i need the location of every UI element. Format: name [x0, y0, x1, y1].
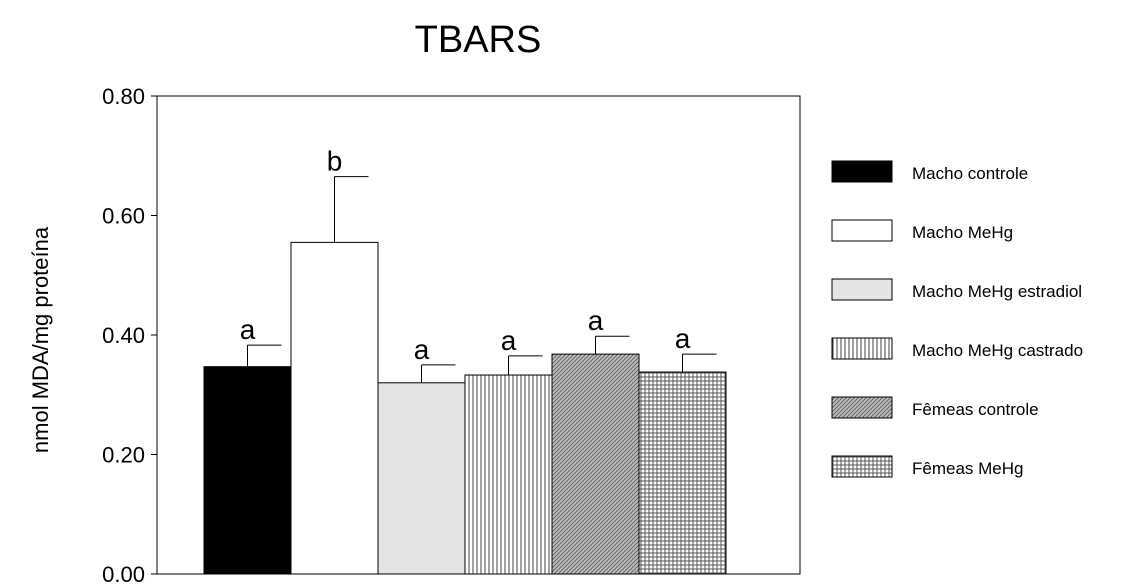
legend-swatch [831, 455, 893, 478]
y-tick-label: 0.40 [102, 323, 145, 348]
legend-swatch [831, 396, 893, 419]
legend-swatch [831, 278, 893, 301]
y-tick-label: 0.20 [102, 443, 145, 468]
y-axis-label: nmol MDA/mg proteína [28, 226, 53, 453]
legend: Macho controle Macho MeHg Macho MeHg estra… [831, 160, 1083, 478]
legend-label: Macho controle [912, 164, 1028, 183]
y-tick-label: 0.80 [102, 84, 145, 109]
significance-label: a [501, 325, 517, 356]
bar [638, 371, 727, 575]
legend-swatch [831, 160, 893, 183]
legend-label: Fêmeas MeHg [912, 459, 1023, 478]
significance-label: a [414, 334, 430, 365]
significance-label: b [327, 146, 343, 177]
bar [203, 366, 292, 575]
y-tick-label: 0.60 [102, 204, 145, 229]
significance-label: a [240, 314, 256, 345]
y-tick-label: 0.00 [102, 562, 145, 586]
bars: a b a a a a [203, 146, 727, 575]
legend-label: Macho MeHg estradiol [912, 282, 1082, 301]
bar [551, 353, 640, 575]
legend-label: Macho MeHg castrado [912, 341, 1083, 360]
chart-title: TBARS [415, 19, 542, 61]
legend-label: Macho MeHg [912, 223, 1013, 242]
legend-swatch [831, 219, 893, 242]
significance-label: a [675, 323, 691, 354]
y-axis-ticks: 0.00 0.20 0.40 0.60 0.80 [102, 84, 157, 586]
significance-label: a [588, 305, 604, 336]
legend-label: Fêmeas controle [912, 400, 1039, 419]
bar [464, 374, 553, 575]
legend-swatch [831, 337, 893, 360]
bar [290, 241, 379, 575]
bar [377, 382, 466, 575]
